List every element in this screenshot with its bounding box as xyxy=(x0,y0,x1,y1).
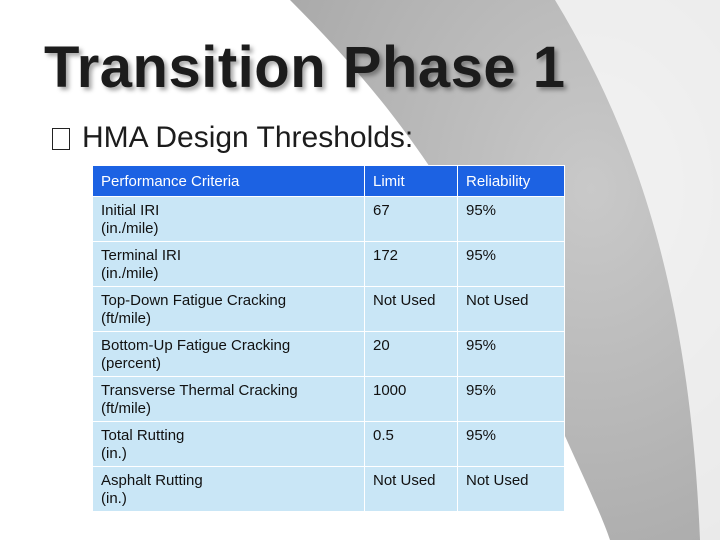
reliability-cell: 95% xyxy=(457,196,565,242)
reliability-cell: 95% xyxy=(457,421,565,467)
empty-square-bullet-icon xyxy=(52,128,70,150)
criteria-unit: (ft/mile) xyxy=(101,310,151,327)
limit-cell: 20 xyxy=(364,331,458,377)
criteria-cell: Terminal IRI (in./mile) xyxy=(92,241,365,287)
criteria-cell: Transverse Thermal Cracking (ft/mile) xyxy=(92,376,365,422)
limit-cell: 172 xyxy=(364,241,458,287)
criteria-unit: (in.) xyxy=(101,445,127,462)
limit-cell: 67 xyxy=(364,196,458,242)
table-row: Bottom-Up Fatigue Cracking (percent) 20 9… xyxy=(92,331,565,377)
criteria-name: Terminal IRI xyxy=(101,247,182,264)
bullet-text: HMA Design Thresholds: xyxy=(82,121,414,154)
criteria-name: Initial IRI xyxy=(101,202,160,219)
table-row: Total Rutting (in.) 0.5 95% xyxy=(92,421,565,467)
table-row: Top-Down Fatigue Cracking (ft/mile) Not U… xyxy=(92,286,565,332)
reliability-cell: 95% xyxy=(457,376,565,422)
limit-cell: 1000 xyxy=(364,376,458,422)
reliability-cell: 95% xyxy=(457,241,565,287)
thresholds-table: Performance Criteria Limit Reliability I… xyxy=(92,165,565,512)
criteria-unit: (in./mile) xyxy=(101,220,159,237)
reliability-cell: Not Used xyxy=(457,286,565,332)
limit-cell: Not Used xyxy=(364,286,458,332)
criteria-cell: Bottom-Up Fatigue Cracking (percent) xyxy=(92,331,365,377)
criteria-name: Top-Down Fatigue Cracking xyxy=(101,292,287,309)
limit-cell: Not Used xyxy=(364,466,458,512)
criteria-unit: (percent) xyxy=(101,355,162,372)
slide-title: Transition Phase 1 xyxy=(44,35,566,100)
table-row: Transverse Thermal Cracking (ft/mile) 100… xyxy=(92,376,565,422)
criteria-unit: (ft/mile) xyxy=(101,400,151,417)
criteria-unit: (in./mile) xyxy=(101,265,159,282)
header-limit: Limit xyxy=(364,165,458,197)
limit-cell: 0.5 xyxy=(364,421,458,467)
reliability-cell: 95% xyxy=(457,331,565,377)
criteria-cell: Initial IRI (in./mile) xyxy=(92,196,365,242)
reliability-cell: Not Used xyxy=(457,466,565,512)
table-header-row: Performance Criteria Limit Reliability xyxy=(92,165,565,197)
table-row: Asphalt Rutting (in.) Not Used Not Used xyxy=(92,466,565,512)
criteria-unit: (in.) xyxy=(101,490,127,507)
criteria-cell: Top-Down Fatigue Cracking (ft/mile) xyxy=(92,286,365,332)
criteria-cell: Asphalt Rutting (in.) xyxy=(92,466,365,512)
table-row: Initial IRI (in./mile) 67 95% xyxy=(92,196,565,242)
bullet-heading: HMA Design Thresholds: xyxy=(52,121,413,155)
header-reliability: Reliability xyxy=(457,165,565,197)
criteria-name: Bottom-Up Fatigue Cracking xyxy=(101,337,291,354)
criteria-cell: Total Rutting (in.) xyxy=(92,421,365,467)
criteria-name: Asphalt Rutting xyxy=(101,472,203,489)
table-row: Terminal IRI (in./mile) 172 95% xyxy=(92,241,565,287)
criteria-name: Total Rutting xyxy=(101,427,185,444)
criteria-name: Transverse Thermal Cracking xyxy=(101,382,298,399)
header-performance-criteria: Performance Criteria xyxy=(92,165,365,197)
